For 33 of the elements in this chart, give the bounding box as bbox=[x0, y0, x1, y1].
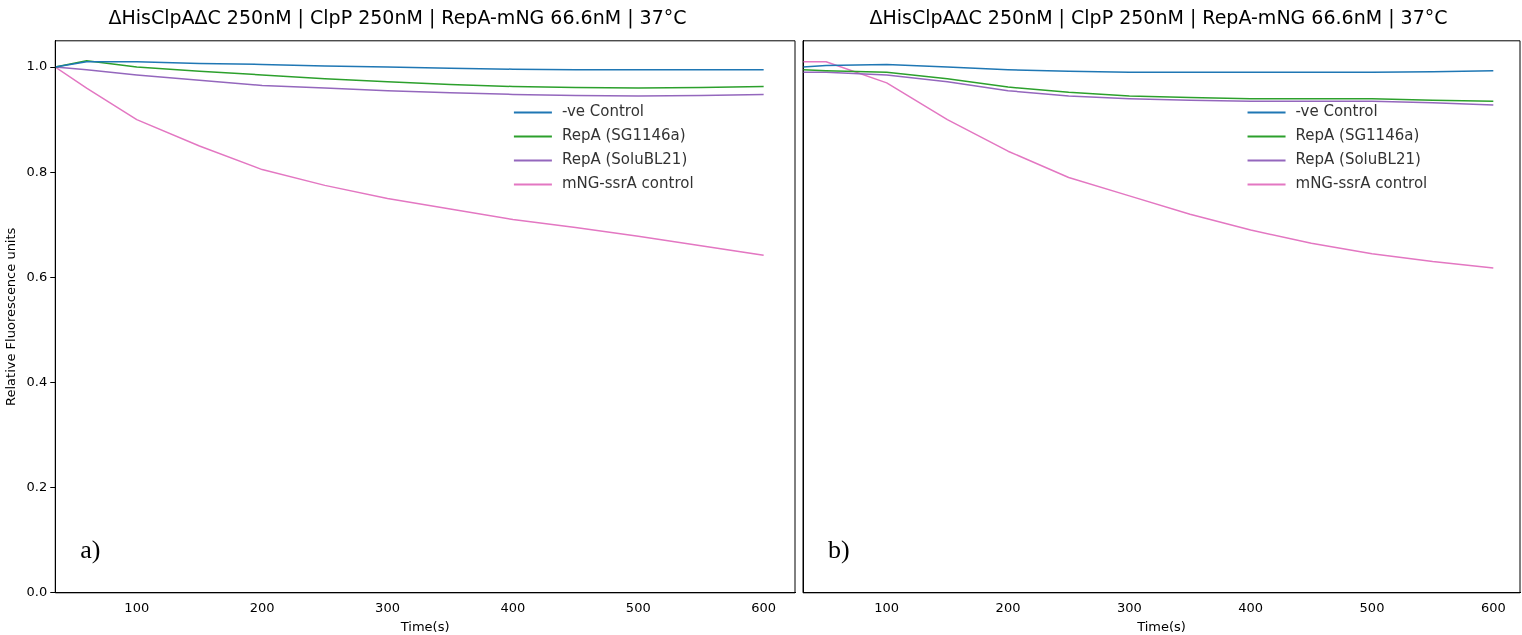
legend-label: -ve Control bbox=[1295, 102, 1378, 121]
chart-title: ΔHisClpAΔC 250nM | ClpP 250nM | RepA-mNG 66.6nM | 37°C bbox=[869, 6, 1448, 30]
x-tick-label: 600 bbox=[751, 599, 777, 615]
legend-label: -ve Control bbox=[561, 102, 645, 121]
annotation: a) bbox=[80, 534, 101, 564]
annotation: b) bbox=[828, 534, 850, 564]
legend-label: RepA (SG1146a) bbox=[1295, 126, 1420, 145]
x-tick-label: 400 bbox=[500, 599, 526, 615]
x-tick-label: 200 bbox=[995, 599, 1021, 615]
x-tick-label: 500 bbox=[625, 599, 651, 615]
x-tick-label: 100 bbox=[124, 599, 150, 615]
x-tick-label: 400 bbox=[1238, 599, 1264, 615]
x-tick-label: 100 bbox=[874, 599, 900, 615]
legend-label: RepA (SoluBL21) bbox=[1295, 150, 1421, 169]
y-tick-label: 0.4 bbox=[26, 373, 48, 389]
y-tick-label: 0.8 bbox=[26, 163, 48, 179]
x-tick-label: 600 bbox=[1480, 599, 1506, 615]
y-tick-label: 0.6 bbox=[26, 268, 48, 284]
legend-label: RepA (SoluBL21) bbox=[561, 150, 688, 169]
y-axis-title: Relative Fluorescence units bbox=[3, 227, 19, 406]
x-axis-title: Time(s) bbox=[399, 618, 450, 634]
x-tick-label: 500 bbox=[1359, 599, 1385, 615]
y-tick-label: 0.0 bbox=[26, 584, 48, 600]
x-axis-title: Time(s) bbox=[1136, 618, 1186, 634]
x-tick-label: 300 bbox=[1116, 599, 1142, 615]
y-tick-label: 1.0 bbox=[26, 58, 48, 74]
y-tick-label: 0.2 bbox=[26, 479, 48, 495]
x-tick-label: 300 bbox=[375, 599, 400, 615]
legend-label: RepA (SG1146a) bbox=[561, 126, 686, 145]
x-tick-label: 200 bbox=[249, 599, 275, 615]
chart-title: ΔHisClpAΔC 250nM | ClpP 250nM | RepA-mNG 66.6nM | 37°C bbox=[108, 6, 687, 30]
legend-label: mNG-ssrA control bbox=[561, 174, 694, 193]
legend-label: mNG-ssrA control bbox=[1295, 174, 1428, 193]
